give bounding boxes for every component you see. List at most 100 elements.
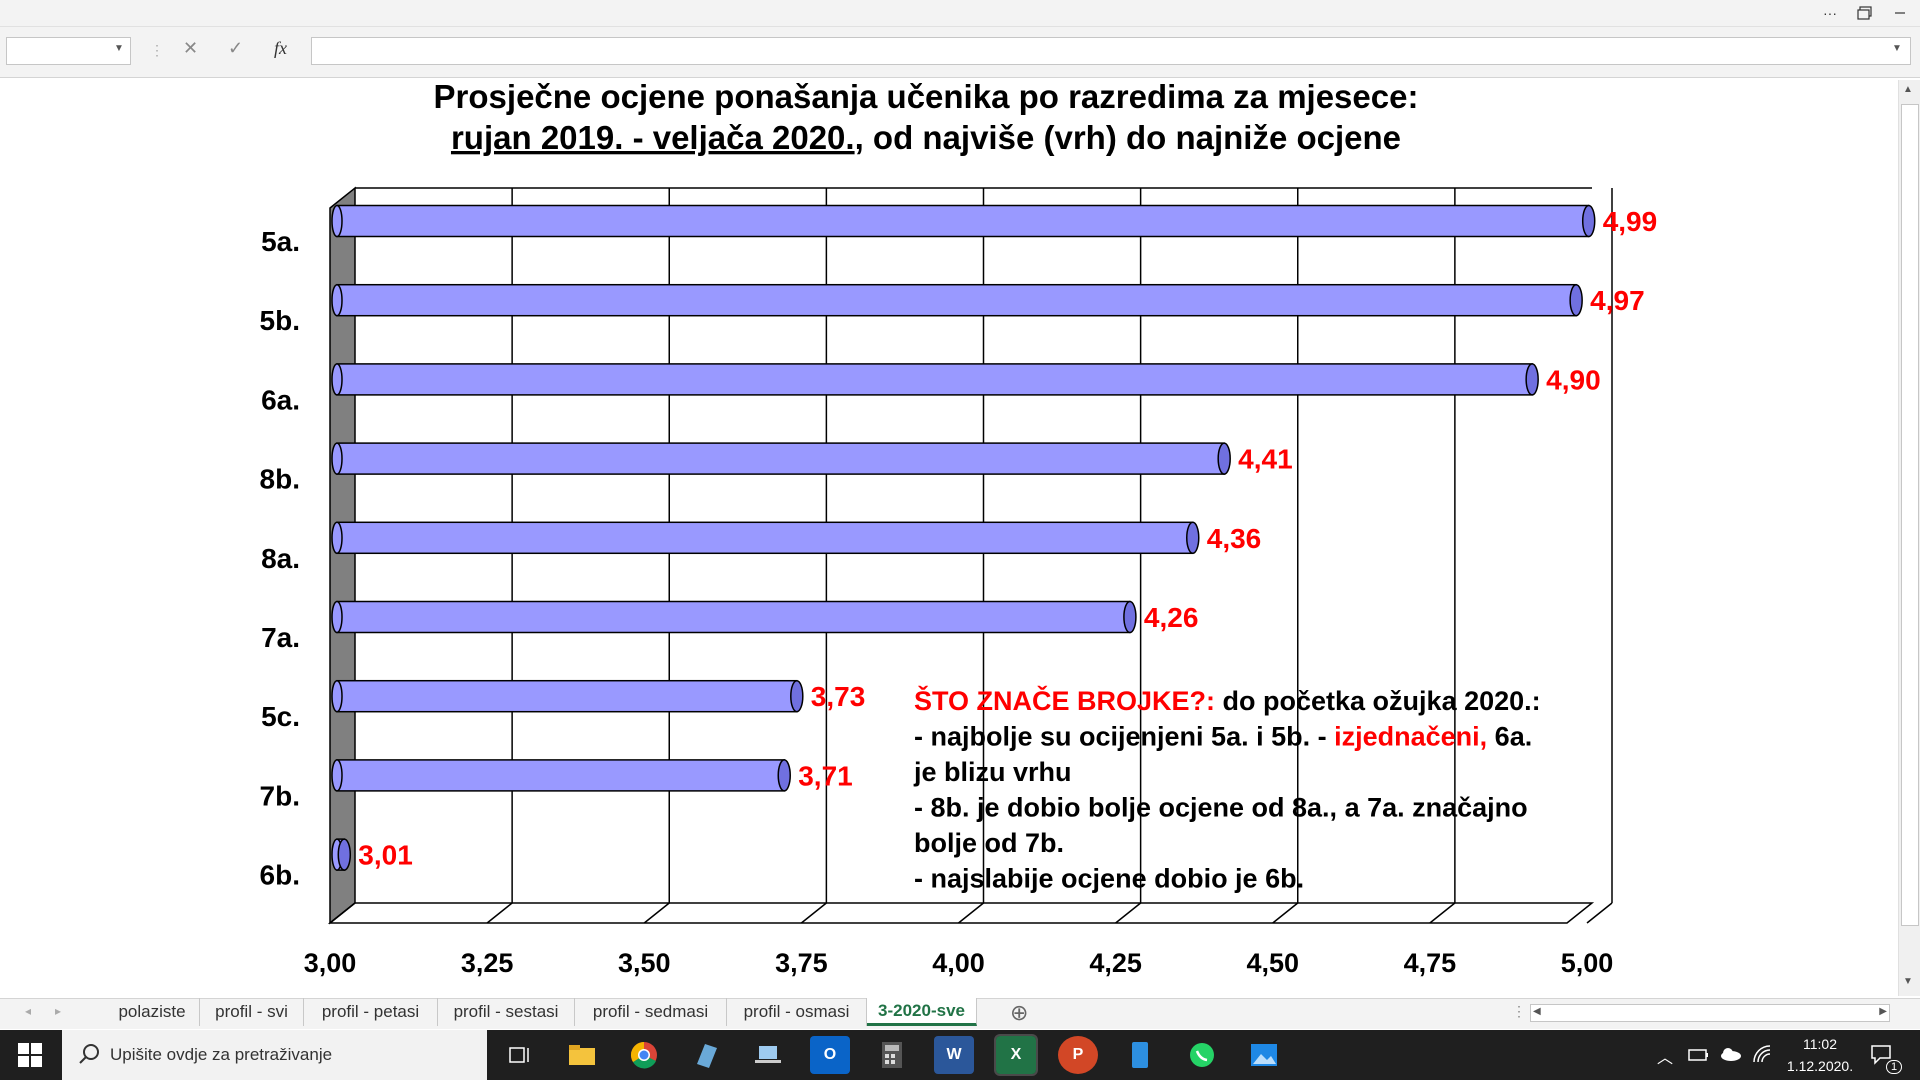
tab-scroll-left-icon[interactable]: ◂: [25, 1004, 32, 1018]
show-hidden-icons-icon[interactable]: ︿: [1657, 1050, 1674, 1067]
bar-end-cap-0: [1581, 204, 1596, 238]
split-handle-icon[interactable]: ⋮: [1512, 1003, 1526, 1019]
bar-start-cap-1: [331, 283, 343, 317]
formula-bar-more-icon: ⋮: [150, 42, 164, 58]
annotation-line4: bolje od 7b.: [914, 828, 1064, 858]
x-tick-label: 3,75: [775, 948, 828, 978]
notifications-icon[interactable]: [1870, 1043, 1892, 1070]
taskbar-search[interactable]: Upišite ovdje za pretraživanje: [62, 1030, 487, 1080]
tab-profil-petasi[interactable]: profil - petasi: [304, 998, 438, 1026]
horizontal-scrollbar[interactable]: ◀ ▶: [1530, 1004, 1890, 1022]
battery-icon[interactable]: [1688, 1048, 1710, 1067]
laptop-icon[interactable]: [748, 1036, 788, 1074]
data-label: 3,01: [358, 840, 413, 871]
bar-start-cap-6: [331, 679, 343, 713]
bar-end-cap-8: [337, 838, 352, 871]
file-explorer-icon[interactable]: [562, 1036, 602, 1074]
floor-tick-0: [329, 902, 356, 924]
enter-icon[interactable]: ✓: [228, 38, 244, 58]
cancel-icon[interactable]: ✕: [183, 38, 199, 58]
scroll-thumb[interactable]: [1901, 104, 1919, 926]
onedrive-icon[interactable]: [1718, 1046, 1742, 1067]
tab-scroll-right-icon[interactable]: ▸: [55, 1004, 62, 1018]
scroll-right-icon[interactable]: ▶: [1879, 1006, 1887, 1017]
data-label: 3,73: [811, 681, 866, 712]
bar-start-cap-3: [331, 442, 343, 475]
annotation-line3: - 8b. je dobio bolje ocjene od 8a., a 7a…: [914, 793, 1528, 823]
tab-profil-sedmasi[interactable]: profil - sedmasi: [575, 998, 727, 1026]
tab-polaziste[interactable]: polaziste: [105, 998, 200, 1026]
bar-end-cap-3: [1217, 442, 1231, 475]
chart[interactable]: 3,00 3,25 3,50 3,75 4,00 4,25 4,50 4,75 5,00 Pros…: [0, 78, 1898, 998]
data-label: 4,90: [1546, 364, 1601, 395]
windows-start-icon[interactable]: [18, 1043, 42, 1072]
bar-0: [336, 204, 1590, 238]
notification-count: 1: [1886, 1060, 1903, 1074]
formula-input[interactable]: [311, 37, 1911, 65]
restore-icon[interactable]: [1845, 0, 1885, 26]
vertical-scrollbar[interactable]: ▲ ▼: [1898, 80, 1920, 996]
more-options-icon[interactable]: ···: [1823, 5, 1837, 21]
scroll-left-icon[interactable]: ◀: [1533, 1006, 1541, 1017]
phone-icon[interactable]: [1120, 1036, 1160, 1074]
data-label: 4,26: [1144, 602, 1199, 633]
photos-icon[interactable]: [1244, 1036, 1284, 1074]
search-icon: [78, 1043, 100, 1070]
app-icon[interactable]: [686, 1036, 726, 1074]
add-sheet-icon[interactable]: ⊕: [1010, 1000, 1029, 1025]
name-box[interactable]: [6, 37, 131, 65]
y-category-label: 6a.: [261, 384, 300, 415]
y-category-label: 6b.: [260, 860, 300, 891]
bar-7: [336, 759, 785, 792]
data-label: 4,36: [1207, 523, 1262, 554]
worksheet-area[interactable]: 3,00 3,25 3,50 3,75 4,00 4,25 4,50 4,75 5,00 Pros…: [0, 78, 1920, 998]
excel-icon[interactable]: X: [994, 1034, 1038, 1076]
floor-tick-6: [1272, 902, 1299, 924]
calculator-icon[interactable]: [872, 1036, 912, 1074]
x-tick-label: 3,25: [461, 948, 514, 978]
bar-start-cap-2: [331, 363, 343, 396]
floor-tick-1: [486, 902, 513, 924]
chart-floor: [327, 902, 1595, 924]
tab-3-2020-sve[interactable]: 3-2020-sve: [867, 998, 977, 1026]
clock-time[interactable]: 11:02: [1803, 1036, 1837, 1052]
bar-start-cap-4: [331, 521, 343, 555]
bar-start-cap-7: [331, 759, 343, 792]
minimize-icon[interactable]: [1880, 0, 1920, 26]
bar-3: [336, 442, 1225, 475]
task-view-icon[interactable]: [500, 1036, 540, 1074]
bar-5: [336, 600, 1131, 634]
annotation-line5: - najslabije ocjene dobio je 6b.: [914, 864, 1304, 894]
floor-tick-4: [958, 902, 984, 924]
insert-function-icon[interactable]: fx: [274, 38, 287, 58]
y-category-label: 5c.: [261, 701, 300, 732]
x-tick-label: 3,50: [618, 948, 671, 978]
whatsapp-icon[interactable]: [1182, 1036, 1222, 1074]
scroll-down-icon[interactable]: ▼: [1903, 976, 1913, 987]
chevron-down-icon[interactable]: ▼: [114, 43, 124, 54]
tab-profil-svi[interactable]: profil - svi: [200, 998, 304, 1026]
search-placeholder: Upišite ovdje za pretraživanje: [110, 1045, 333, 1064]
x-tick-label: 3,00: [304, 948, 357, 978]
y-category-label: 5a.: [261, 226, 300, 257]
word-icon[interactable]: W: [934, 1036, 974, 1074]
tab-profil-sestasi[interactable]: profil - sestasi: [438, 998, 575, 1026]
bar-start-cap-0: [331, 204, 343, 238]
chrome-icon[interactable]: [624, 1036, 664, 1074]
data-label: 3,71: [798, 760, 853, 791]
x-tick-label: 4,75: [1404, 948, 1457, 978]
x-tick-label: 4,25: [1089, 948, 1142, 978]
wifi-icon[interactable]: [1752, 1044, 1772, 1069]
clock-date[interactable]: 1.12.2020.: [1786, 1058, 1854, 1074]
formula-expand-icon[interactable]: ▼: [1892, 43, 1902, 54]
y-category-label: 7b.: [260, 780, 300, 811]
chart-title-line2: rujan 2019. - veljača 2020., od najviše …: [451, 119, 1401, 156]
scroll-up-icon[interactable]: ▲: [1903, 84, 1913, 95]
bar-end-cap-4: [1186, 521, 1200, 555]
powerpoint-icon[interactable]: P: [1058, 1036, 1098, 1074]
tab-profil-osmasi[interactable]: profil - osmasi: [727, 998, 867, 1026]
outlook-icon[interactable]: O: [810, 1036, 850, 1074]
floor-tick-5: [1115, 902, 1142, 924]
x-tick-label: 4,00: [932, 948, 985, 978]
data-label: 4,41: [1238, 444, 1293, 475]
